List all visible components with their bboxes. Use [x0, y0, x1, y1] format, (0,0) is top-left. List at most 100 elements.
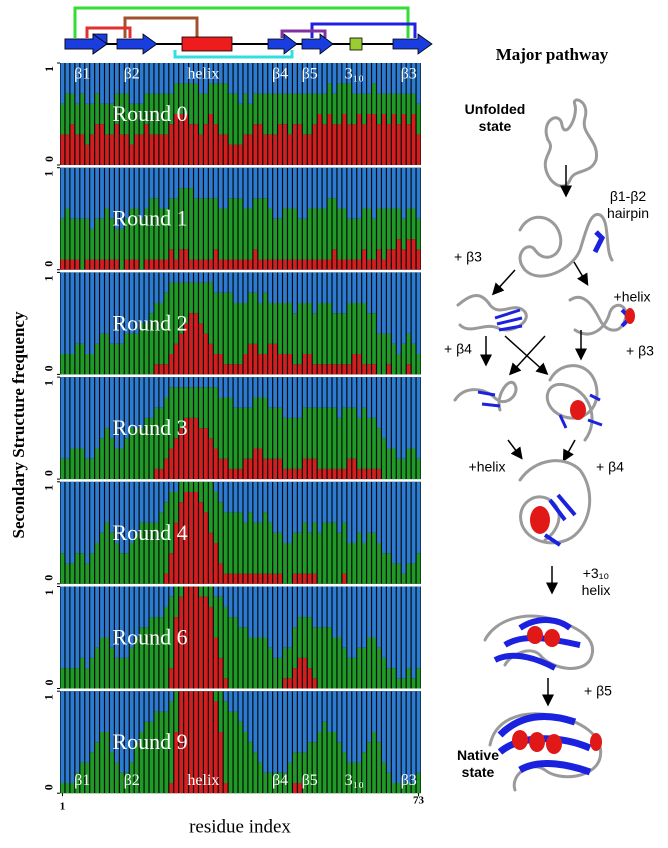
- bar-segment: [372, 377, 376, 418]
- bar-segment: [149, 522, 154, 584]
- bar-segment: [382, 208, 386, 260]
- bar-segment: [357, 63, 362, 94]
- bar-segment: [65, 691, 70, 783]
- bar-segment: [312, 259, 317, 270]
- bar-segment: [194, 124, 198, 165]
- bar-segment: [263, 198, 268, 260]
- bar-segment: [288, 691, 292, 763]
- segment-label: β4: [272, 66, 288, 83]
- bar-segment: [75, 272, 80, 344]
- bar-segment: [179, 502, 184, 584]
- bar-segment: [243, 627, 248, 689]
- bar-segment: [342, 167, 347, 209]
- bar-segment: [95, 543, 99, 584]
- bar-segment: [386, 668, 391, 689]
- bar-segment: [382, 114, 386, 165]
- bar-segment: [60, 63, 65, 104]
- bar-segment: [179, 114, 184, 165]
- bar-segment: [60, 553, 65, 584]
- bar-segment: [278, 481, 282, 533]
- segment-label: 3₁₀: [345, 66, 364, 83]
- bar-segment: [223, 678, 228, 689]
- bar-segment: [144, 627, 149, 689]
- bar-segment: [273, 532, 277, 574]
- bar-segment: [223, 364, 228, 375]
- bar-segment: [288, 303, 292, 354]
- bar-segment: [238, 627, 243, 689]
- bar-segment: [95, 343, 99, 375]
- bar-segment: [159, 208, 164, 260]
- bar-segment: [307, 93, 312, 135]
- bar-segment: [263, 481, 268, 513]
- bar-segment: [134, 637, 139, 689]
- bar-segment: [139, 481, 144, 523]
- bar-segment: [352, 303, 357, 354]
- bar-segment: [367, 468, 371, 480]
- bar-segment: [312, 272, 317, 314]
- bar-segment: [302, 407, 307, 459]
- bar-segment: [154, 711, 159, 794]
- y-tick-label: 0: [42, 680, 56, 686]
- bar-segment: [218, 208, 223, 260]
- bar-segment: [386, 377, 391, 449]
- bar-segment: [129, 103, 134, 145]
- bar-segment: [65, 134, 70, 165]
- bar-segment: [129, 428, 134, 480]
- bar-segment: [129, 272, 134, 334]
- bar-segment: [273, 303, 277, 344]
- bar-segment: [372, 218, 376, 260]
- bar-segment: [228, 711, 233, 794]
- bar-segment: [179, 377, 184, 388]
- bar-segment: [253, 292, 258, 344]
- bar-segment: [75, 103, 80, 135]
- bar-segment: [278, 691, 282, 773]
- bar-segment: [199, 387, 203, 429]
- bar-segment: [194, 167, 198, 199]
- bar-segment: [60, 354, 65, 375]
- bar-segment: [70, 377, 75, 449]
- bar-segment: [208, 63, 213, 84]
- bar-segment: [352, 124, 357, 165]
- bar-segment: [406, 364, 411, 375]
- bar-segment: [60, 218, 65, 260]
- bar-segment: [263, 691, 268, 773]
- bar-segment: [110, 134, 114, 165]
- bar-segment: [396, 563, 401, 584]
- bar-segment: [124, 377, 129, 439]
- bar-segment: [223, 481, 228, 513]
- bar-segment: [179, 691, 184, 794]
- bar-segment: [391, 691, 396, 783]
- bar-segment: [213, 596, 218, 638]
- bar-segment: [233, 303, 238, 365]
- bar-segment: [391, 783, 396, 794]
- bar-segment: [396, 678, 401, 689]
- bar-segment: [194, 282, 198, 314]
- bar-segment: [332, 637, 337, 689]
- bar-segment: [283, 124, 287, 165]
- bar-segment: [357, 468, 362, 480]
- bar-segment: [233, 198, 238, 260]
- bar-segment: [169, 691, 174, 702]
- bar-segment: [317, 364, 322, 375]
- bar-segment: [411, 343, 416, 375]
- bar-segment: [293, 668, 297, 689]
- bar-segment: [174, 617, 179, 689]
- bar-segment: [372, 313, 376, 365]
- bar-segment: [80, 218, 85, 270]
- bar-segment: [75, 772, 80, 794]
- bar-segment: [80, 272, 85, 344]
- bar-segment: [139, 522, 144, 584]
- bar-segment: [223, 458, 228, 480]
- bar-segment: [396, 481, 401, 564]
- bar-segment: [258, 397, 263, 449]
- bar-segment: [352, 377, 357, 408]
- bar-segment: [154, 63, 159, 94]
- bar-segment: [278, 63, 282, 94]
- bar-segment: [179, 272, 184, 283]
- hairpin-label: β1-β2 hairpin: [607, 188, 649, 221]
- bar-segment: [164, 711, 169, 794]
- bar-segment: [194, 272, 198, 283]
- bar-segment: [317, 481, 322, 533]
- bar-segment: [302, 272, 307, 303]
- x-tick-label: 1: [60, 801, 66, 813]
